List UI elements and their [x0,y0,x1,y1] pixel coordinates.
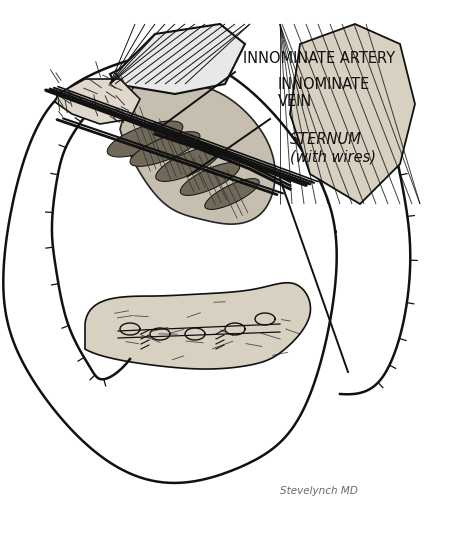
Text: STERNUM
(with wires): STERNUM (with wires) [290,131,376,164]
Ellipse shape [107,121,183,157]
Text: INNOMINATE
VEIN: INNOMINATE VEIN [278,76,370,109]
Polygon shape [55,79,140,124]
Ellipse shape [180,162,240,195]
Polygon shape [85,282,310,369]
Ellipse shape [156,146,220,182]
Polygon shape [120,79,275,224]
Ellipse shape [205,178,259,209]
Polygon shape [290,24,415,204]
Ellipse shape [130,132,200,167]
Text: INNOMINATE ARTERY: INNOMINATE ARTERY [243,51,395,66]
Text: Stevelynch MD: Stevelynch MD [280,486,358,496]
Polygon shape [110,24,245,94]
